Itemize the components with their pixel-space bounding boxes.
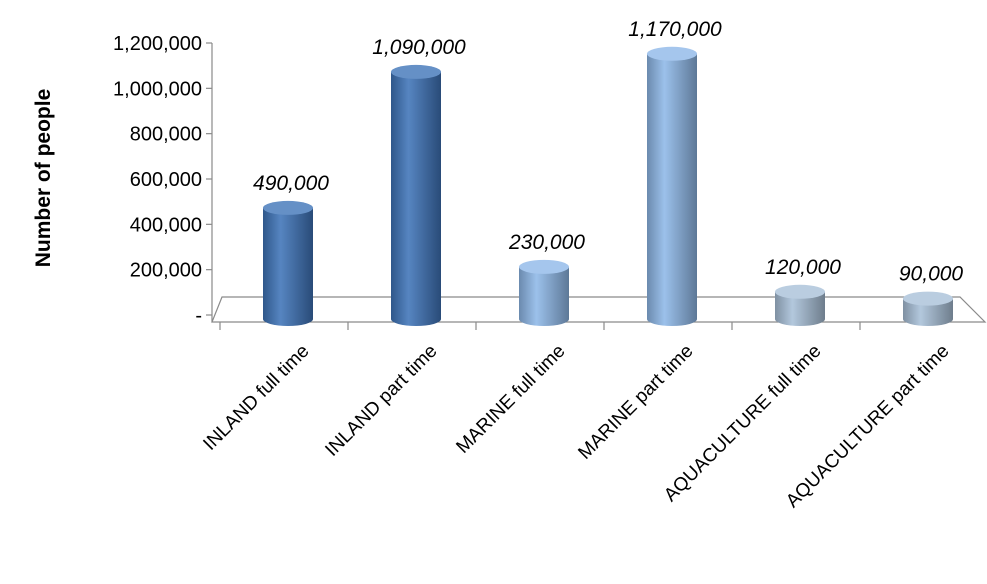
y-tick-label: 800,000: [130, 124, 202, 146]
data-labels: 490,000 1,090,000 230,000 1,170,000 120,000 9…: [253, 18, 963, 286]
y-tick-label: -: [195, 305, 202, 327]
bar-4: [775, 291, 825, 326]
data-label: 120,000: [765, 256, 841, 279]
bar-top-3: [647, 46, 697, 61]
x-tick-label: MARINE full time: [452, 341, 569, 458]
bar-5: [903, 298, 953, 326]
y-tick-label: 1,200,000: [113, 33, 202, 55]
y-tick-label: 1,000,000: [113, 78, 202, 100]
bar-2: [519, 266, 569, 326]
floor-plane: [211, 296, 987, 323]
y-axis: - 200,000 400,000 600,000 800,000 1,000,000 1,…: [113, 33, 861, 330]
bar-top-0: [263, 200, 313, 215]
data-label: 90,000: [899, 263, 964, 286]
bar-3: [647, 53, 697, 327]
y-tick-label: 200,000: [130, 260, 202, 282]
bar-top-5: [903, 291, 953, 306]
data-label: 230,000: [508, 231, 585, 254]
x-tick-label: INLAND part time: [321, 341, 441, 461]
x-tick-label: MARINE part time: [574, 341, 697, 464]
bar-top-2: [519, 259, 569, 274]
bar-0: [263, 207, 313, 326]
y-tick-label: 600,000: [130, 169, 202, 191]
bars: [263, 46, 953, 327]
chart-floor: [211, 296, 987, 323]
x-axis-labels: INLAND full time INLAND part time MARINE f…: [199, 341, 953, 512]
data-label: 490,000: [253, 172, 329, 195]
bar-1: [391, 71, 441, 326]
data-label: 1,170,000: [628, 18, 722, 41]
bar-top-4: [775, 284, 825, 299]
bar-top-1: [391, 64, 441, 79]
y-axis-title: Number of people: [32, 89, 55, 268]
x-tick-label: INLAND full time: [199, 341, 313, 455]
y-tick-label: 400,000: [130, 214, 202, 236]
data-label: 1,090,000: [372, 36, 466, 59]
